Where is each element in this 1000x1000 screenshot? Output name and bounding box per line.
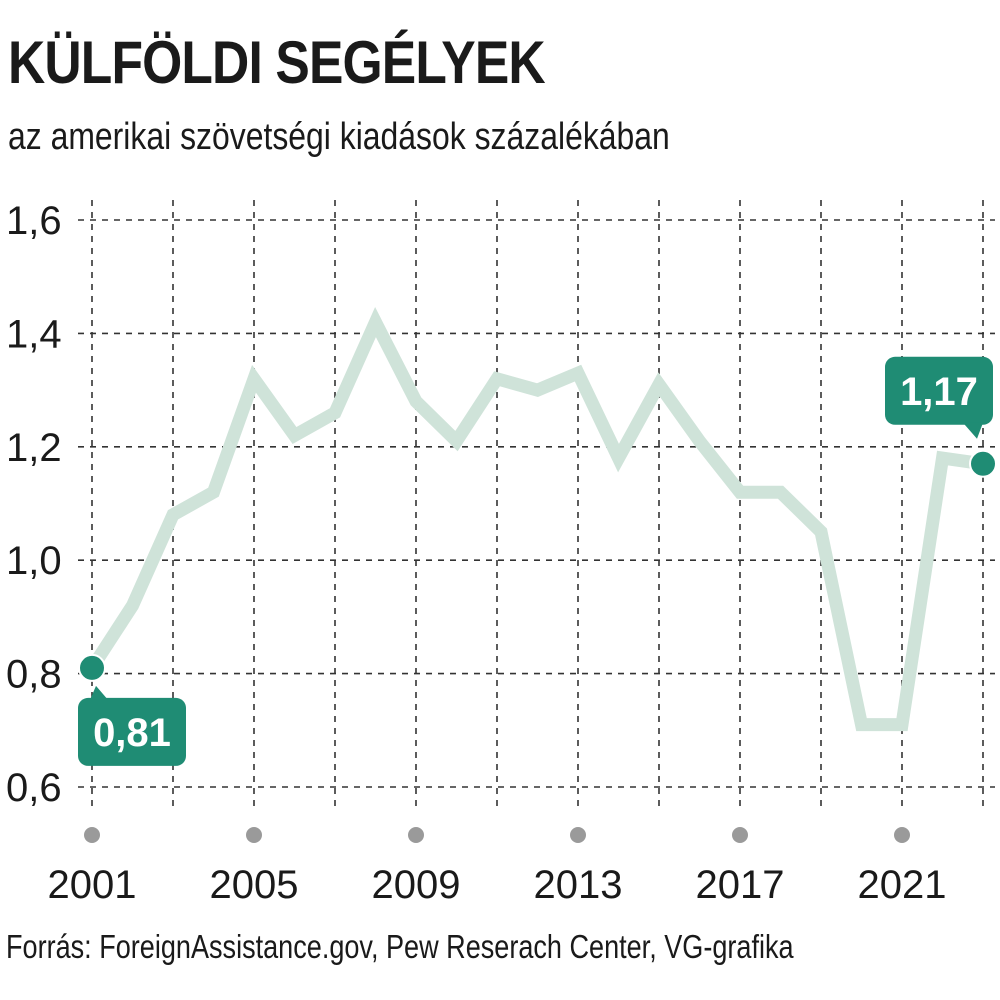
y-tick-label: 0,6 bbox=[6, 766, 62, 810]
callout-pointer bbox=[90, 685, 108, 700]
y-tick-label: 1,2 bbox=[6, 426, 62, 470]
value-callout bbox=[78, 697, 186, 766]
x-tick-marker bbox=[246, 827, 262, 843]
y-tick-label: 1,4 bbox=[6, 312, 62, 356]
y-tick-label: 1,0 bbox=[6, 539, 62, 583]
data-series bbox=[86, 307, 984, 732]
x-tick-marker bbox=[570, 827, 586, 843]
x-tick-label: 2009 bbox=[372, 863, 461, 907]
endpoint-marker bbox=[969, 449, 997, 478]
annotations: 0,81 1,17 bbox=[78, 356, 997, 766]
endpoint-marker bbox=[78, 653, 106, 682]
y-axis: 0,6 0,8 1,0 1,2 1,4 1,6 bbox=[6, 199, 62, 810]
x-tick-marker bbox=[408, 827, 424, 843]
grid-lines bbox=[78, 200, 995, 812]
x-tick-label: 2017 bbox=[696, 863, 785, 907]
chart-subtitle: az amerikai szövetségi kiadások százalék… bbox=[8, 116, 670, 158]
x-axis: 2001 2005 2009 2013 2017 2021 bbox=[48, 827, 947, 907]
value-callout-label: 0,81 bbox=[93, 711, 171, 755]
value-callout-label: 1,17 bbox=[900, 370, 978, 414]
x-tick-label: 2013 bbox=[534, 863, 623, 907]
x-tick-label: 2005 bbox=[210, 863, 299, 907]
y-tick-label: 1,6 bbox=[6, 199, 62, 243]
callout-pointer bbox=[963, 422, 983, 439]
y-tick-label: 0,8 bbox=[6, 653, 62, 697]
x-tick-marker bbox=[84, 827, 100, 843]
x-tick-label: 2001 bbox=[48, 863, 137, 907]
series-line bbox=[86, 307, 984, 732]
value-callout bbox=[885, 356, 993, 425]
chart-title: KÜLFÖLDI SEGÉLYEK bbox=[8, 29, 546, 96]
x-tick-label: 2021 bbox=[858, 863, 947, 907]
source-note: Forrás: ForeignAssistance.gov, Pew Reser… bbox=[6, 928, 794, 965]
x-tick-marker bbox=[732, 827, 748, 843]
x-tick-marker bbox=[894, 827, 910, 843]
